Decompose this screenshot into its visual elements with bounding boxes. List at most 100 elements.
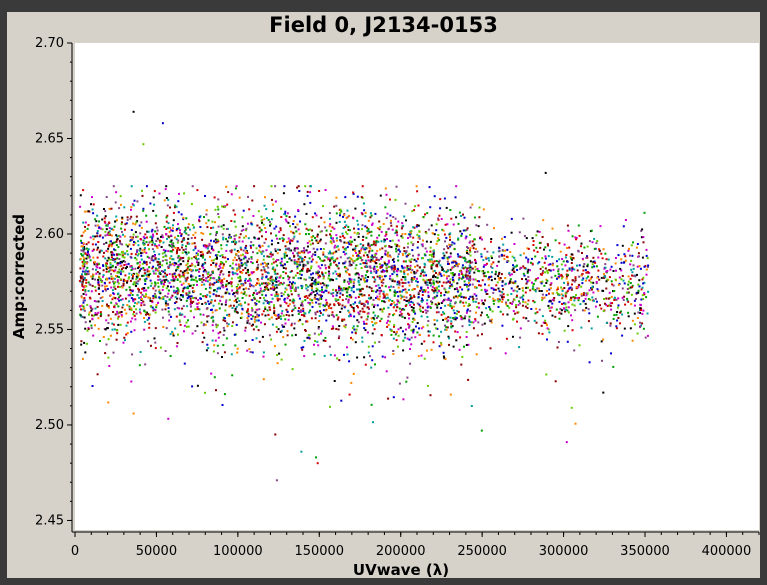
data-point — [162, 241, 165, 244]
data-point — [410, 329, 413, 332]
data-point — [588, 289, 591, 292]
data-point — [390, 333, 393, 336]
data-point — [620, 278, 623, 281]
data-point — [250, 246, 252, 249]
data-point — [400, 235, 403, 238]
data-point — [516, 285, 519, 288]
data-point — [541, 236, 544, 238]
data-point — [430, 224, 433, 227]
data-point — [380, 266, 383, 269]
data-point — [467, 267, 470, 270]
data-point — [506, 305, 509, 307]
data-point — [270, 338, 273, 341]
data-point — [407, 242, 410, 245]
data-point — [465, 261, 468, 264]
data-point — [180, 275, 183, 278]
data-point — [387, 319, 389, 322]
data-point — [136, 294, 139, 297]
data-point — [274, 248, 277, 251]
data-point — [466, 227, 469, 230]
data-point — [548, 269, 551, 271]
data-point — [426, 302, 429, 305]
data-point — [110, 272, 113, 275]
data-point — [179, 323, 182, 326]
data-point — [251, 299, 254, 302]
data-point — [82, 247, 85, 250]
data-point — [105, 268, 108, 270]
data-point — [131, 268, 134, 271]
data-point — [420, 315, 423, 318]
data-point — [402, 349, 405, 352]
data-point — [277, 248, 280, 251]
data-point — [147, 296, 150, 299]
data-point — [323, 259, 326, 262]
data-point — [636, 317, 639, 319]
data-point — [432, 270, 435, 273]
data-point — [637, 283, 640, 286]
data-point — [307, 245, 309, 248]
data-point — [343, 318, 346, 321]
data-point — [334, 270, 337, 273]
data-point — [94, 218, 97, 221]
data-point — [81, 316, 84, 318]
data-point — [235, 305, 238, 308]
data-point — [133, 281, 136, 284]
data-point — [395, 245, 398, 248]
data-point — [327, 305, 330, 308]
data-point — [593, 237, 596, 240]
data-point — [470, 405, 473, 407]
data-point — [239, 233, 242, 236]
data-point — [421, 245, 424, 248]
data-point — [221, 279, 224, 282]
data-point — [327, 277, 330, 280]
data-point — [126, 253, 129, 256]
data-point — [381, 310, 384, 313]
data-point — [413, 258, 416, 261]
data-point — [315, 271, 318, 274]
data-point — [108, 365, 111, 367]
data-point — [267, 314, 270, 316]
data-point — [612, 284, 615, 287]
data-point — [615, 327, 618, 330]
data-point — [91, 317, 94, 320]
data-point — [535, 234, 538, 237]
data-point — [238, 196, 241, 199]
data-point — [341, 299, 344, 302]
data-point — [118, 271, 121, 274]
data-point — [545, 373, 548, 376]
data-point — [230, 220, 233, 222]
data-point — [370, 366, 373, 369]
data-point — [123, 206, 126, 209]
data-point — [538, 242, 541, 244]
data-point — [635, 291, 638, 294]
data-point — [217, 250, 220, 253]
data-point — [147, 286, 150, 289]
data-point — [426, 306, 429, 309]
data-point — [337, 328, 340, 331]
data-point — [439, 198, 442, 201]
data-point — [119, 270, 122, 273]
data-point — [478, 216, 481, 219]
data-point — [343, 262, 346, 265]
data-point — [187, 285, 190, 288]
data-point — [356, 305, 359, 307]
data-point — [416, 269, 419, 272]
data-point — [356, 319, 359, 322]
data-point — [505, 303, 508, 306]
data-point — [323, 282, 326, 285]
data-point — [477, 270, 480, 272]
data-point — [188, 291, 191, 294]
data-point — [622, 298, 625, 301]
data-point — [116, 238, 119, 240]
data-point — [411, 321, 414, 323]
data-point — [82, 259, 85, 261]
data-point — [481, 238, 483, 241]
data-point — [449, 304, 452, 307]
data-point — [512, 289, 515, 292]
data-point — [527, 275, 530, 278]
data-point — [427, 228, 430, 231]
data-point — [296, 272, 299, 274]
data-point — [345, 217, 348, 220]
data-point — [137, 244, 140, 247]
data-point — [345, 267, 348, 270]
